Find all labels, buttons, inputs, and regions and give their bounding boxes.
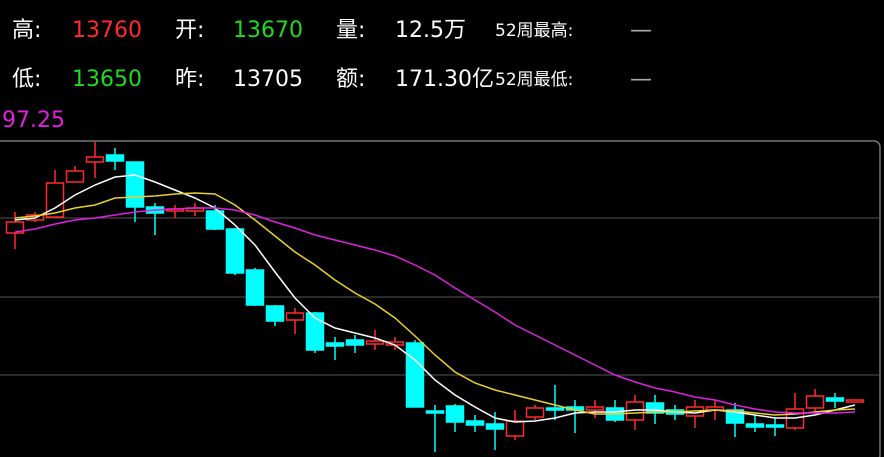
candle-body <box>645 402 665 414</box>
quote-value: 13670 <box>233 18 303 43</box>
quote-label: 量: <box>336 18 365 43</box>
candle-body <box>545 407 565 411</box>
candle-body <box>845 399 865 403</box>
moving-average-line <box>14 207 856 414</box>
quote-label: 昨: <box>175 67 204 92</box>
candle-body <box>85 156 105 163</box>
candle-body <box>305 312 325 351</box>
quote-value: 13705 <box>233 67 303 92</box>
candle-body <box>825 397 845 402</box>
quote-value: 171.30亿 <box>395 67 494 92</box>
candle-body <box>485 423 505 430</box>
chart-frame <box>0 140 881 457</box>
quote-label: 高: <box>12 18 41 43</box>
candle-body <box>245 269 265 306</box>
quote-value: — <box>630 18 652 43</box>
candle-body <box>745 423 765 428</box>
quote-value: 13760 <box>72 18 142 43</box>
candle-body <box>805 395 825 409</box>
candle-body <box>405 342 425 408</box>
quote-value: 13650 <box>72 67 142 92</box>
candle-body <box>765 424 785 428</box>
candle-body <box>65 170 85 183</box>
candle-body <box>125 161 145 208</box>
candle-body <box>225 228 245 274</box>
candle-body <box>465 420 485 426</box>
quote-value: 12.5万 <box>395 18 466 43</box>
candle-body <box>505 420 525 437</box>
candle-body <box>5 221 25 234</box>
quote-label: 开: <box>175 18 204 43</box>
quote-value: — <box>630 67 652 92</box>
quote-label: 52周最低: <box>495 70 573 90</box>
candle-body <box>45 182 65 218</box>
moving-average-line <box>14 192 856 416</box>
candle-body <box>285 312 305 321</box>
quote-label: 低: <box>12 67 41 92</box>
candle-body <box>365 340 385 345</box>
candle-body <box>205 210 225 230</box>
candle-body <box>105 154 125 162</box>
candle-body <box>525 407 545 418</box>
candle-body <box>585 406 605 411</box>
candle-body <box>345 339 365 346</box>
candle-body <box>425 410 445 414</box>
top-price-label: 97.25 <box>2 108 65 133</box>
candle-body <box>445 405 465 423</box>
candle-body <box>265 305 285 322</box>
quote-label: 52周最高: <box>495 21 573 41</box>
candle-body <box>325 342 345 347</box>
quote-label: 额: <box>336 67 365 92</box>
